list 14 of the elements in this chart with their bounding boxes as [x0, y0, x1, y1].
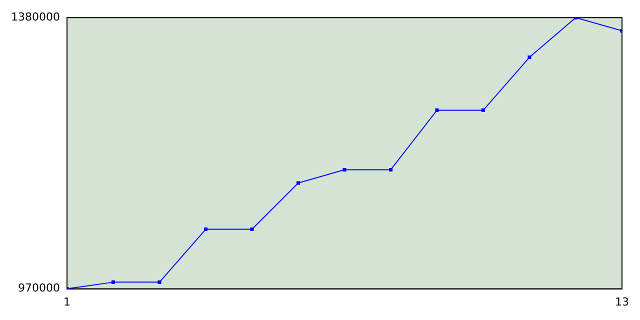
point: [342, 168, 346, 172]
y-tick-label: 970000: [18, 282, 60, 295]
point: [435, 108, 439, 112]
point: [204, 227, 208, 232]
point: [250, 227, 254, 232]
point: [388, 168, 393, 172]
point: [158, 280, 162, 284]
y-tick-label: 1380000: [10, 10, 60, 24]
x-tick-label: 13: [615, 295, 629, 308]
point: [481, 108, 486, 112]
point: [296, 181, 300, 185]
point: [111, 280, 116, 284]
point: [528, 56, 532, 60]
x-tick-label: 1: [63, 295, 70, 308]
